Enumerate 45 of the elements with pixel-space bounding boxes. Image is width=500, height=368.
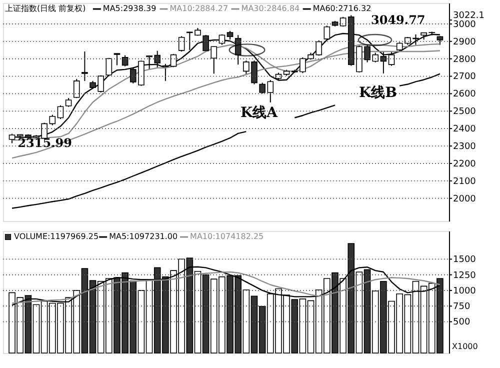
legend-label: MA60:2716.32: [312, 4, 372, 13]
y-tick-label: 2400: [453, 124, 476, 135]
y-tick-label: 2800: [453, 54, 476, 65]
y-axis-title: X1000: [452, 342, 478, 351]
y-tick-label: 2300: [453, 142, 476, 152]
candlestick: [73, 78, 80, 99]
legend-label: MA10:1074182.25: [190, 232, 264, 241]
candlestick: [340, 16, 346, 28]
candlestick: [259, 82, 266, 94]
candlestick: [106, 57, 112, 77]
legend-label: MA5:2938.39: [102, 4, 156, 13]
y-tick-label: 2000: [453, 194, 476, 204]
legend-label: MA5:1097231.00: [109, 232, 178, 241]
candlestick: [122, 54, 128, 67]
candlestick: [57, 104, 64, 120]
candlestick: [178, 36, 185, 52]
candlestick: [267, 80, 274, 103]
candlestick: [170, 53, 177, 68]
y-tick-label: 2500: [453, 107, 476, 118]
y-tick-label: 3022.1: [453, 11, 484, 22]
y-tick-label: 2700: [453, 72, 476, 82]
y-tick-label: 1500: [453, 255, 476, 266]
candlestick: [114, 53, 120, 66]
y-tick-label: 2200: [453, 159, 476, 170]
annotation: K线A: [240, 105, 279, 121]
legend-label: MA10:2884.27: [170, 4, 228, 13]
y-tick-label: 2600: [453, 90, 476, 100]
candlestick: [396, 42, 403, 52]
annotation: K线B: [358, 85, 398, 101]
candlestick: [49, 114, 56, 126]
chart-title: 上证指数(日线 前复权): [5, 4, 86, 13]
annotation: 2315.99: [18, 136, 72, 150]
legend-label: MA30:2846.84: [241, 4, 300, 13]
y-tick-label: 1000: [453, 286, 476, 296]
candlestick: [388, 51, 395, 66]
candlestick: [380, 50, 387, 74]
y-tick-label: 500: [453, 318, 470, 328]
candlestick: [82, 50, 88, 82]
y-tick-label: 750: [453, 302, 470, 312]
annotation: 3049.77: [371, 13, 426, 27]
legend-label: VOLUME:1197969.25: [14, 232, 99, 241]
y-tick-label: 2100: [453, 176, 476, 187]
y-tick-label: 2900: [453, 37, 476, 48]
y-tick-label: 1250: [453, 270, 476, 281]
y-tick-label: 3000: [453, 20, 476, 30]
